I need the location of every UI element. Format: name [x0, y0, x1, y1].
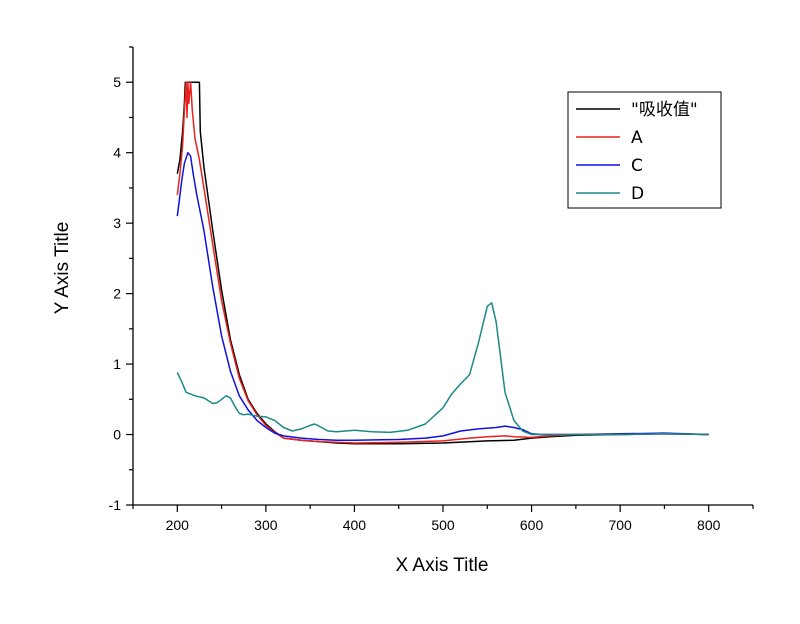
x-tick-label: 300	[254, 517, 278, 533]
series-line-2	[176, 81, 709, 444]
legend-label: A	[631, 128, 643, 148]
x-tick-label: 600	[520, 517, 544, 533]
plot-lines	[176, 81, 709, 445]
legend-label: D	[631, 184, 644, 204]
series-line-1	[176, 81, 709, 445]
y-tick-label: -1	[109, 497, 122, 513]
x-tick-label: 500	[431, 517, 455, 533]
y-tick-label: 2	[113, 286, 121, 302]
x-tick-label: 700	[608, 517, 632, 533]
x-tick-label: 800	[697, 517, 721, 533]
legend-box	[567, 91, 722, 209]
legend-label: "吸收值"	[631, 100, 698, 120]
y-axis-title: Y Axis Title	[52, 222, 73, 315]
y-tick-label: 3	[113, 215, 121, 231]
legend-label: C	[631, 156, 643, 176]
series-line-4	[176, 302, 709, 436]
y-tick-label: 0	[113, 427, 121, 443]
y-tick-label: 5	[113, 74, 121, 90]
y-tick-label: 1	[113, 356, 121, 372]
legend: "吸收值" ACD	[567, 91, 722, 209]
x-axis-title: X Axis Title	[396, 555, 489, 576]
x-tick-label: 400	[343, 517, 367, 533]
y-tick-label: 4	[113, 145, 121, 161]
series-line-3	[176, 151, 709, 441]
axes: 200 300 400 500 600 700 800 -1 0 1 2 3 4 5	[109, 46, 754, 533]
x-tick-label: 200	[166, 517, 190, 533]
